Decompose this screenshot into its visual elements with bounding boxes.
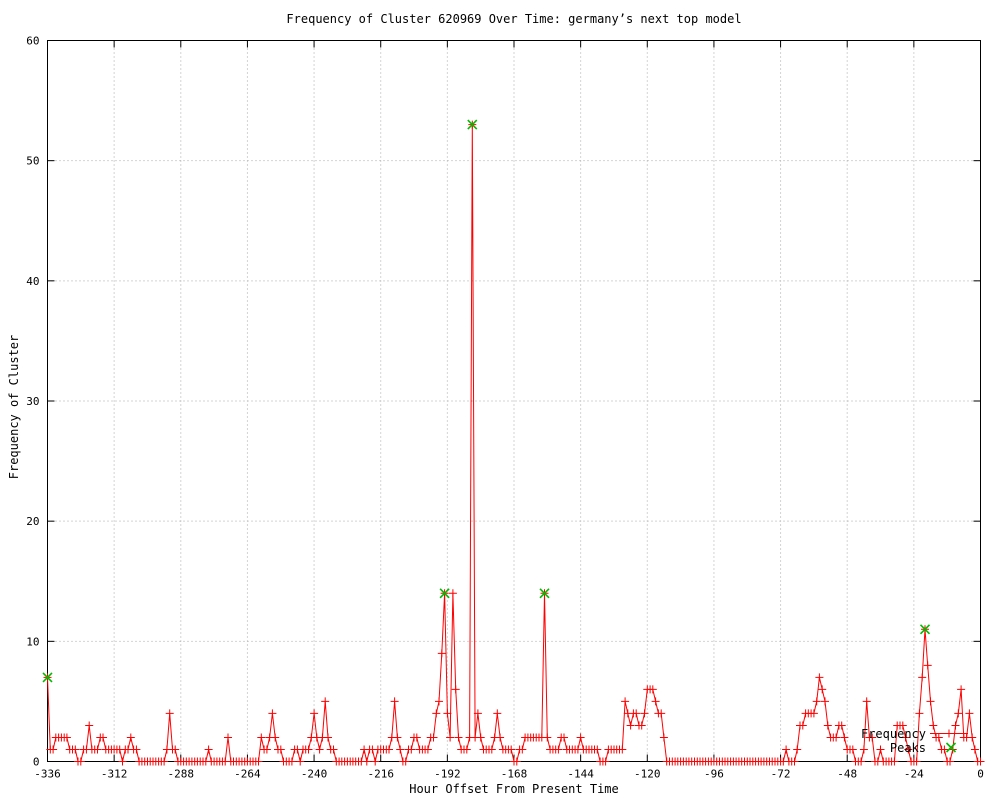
legend-label-peaks: Peaks [889, 741, 926, 755]
svg-text:10: 10 [26, 635, 39, 648]
svg-text:-240: -240 [301, 768, 328, 781]
svg-text:-192: -192 [434, 768, 461, 781]
svg-text:0: 0 [977, 768, 984, 781]
svg-text:20: 20 [26, 515, 39, 528]
axis-ticks [47, 40, 981, 762]
svg-text:40: 40 [26, 275, 39, 288]
svg-text:-144: -144 [567, 768, 594, 781]
legend-samples [930, 729, 968, 753]
svg-text:-336: -336 [34, 768, 61, 781]
svg-text:-168: -168 [501, 768, 528, 781]
x-tick-labels: -336 -312 -288 -264 -240 -216 -192 -168 -144 -120… [34, 768, 984, 781]
y-tick-labels: 0 10 20 30 40 50 60 [26, 35, 39, 769]
svg-text:-120: -120 [634, 768, 661, 781]
svg-text:60: 60 [26, 35, 39, 48]
legend-label-frequency: Frequency [860, 727, 926, 741]
svg-text:-288: -288 [168, 768, 195, 781]
x-axis-label: Hour Offset From Present Time [409, 782, 619, 796]
svg-text:-48: -48 [837, 768, 857, 781]
peak-markers [42, 119, 931, 683]
svg-text:50: 50 [26, 155, 39, 168]
svg-text:-264: -264 [234, 768, 261, 781]
svg-text:-96: -96 [704, 768, 724, 781]
frequency-line [47, 124, 981, 762]
svg-text:-72: -72 [771, 768, 791, 781]
gridlines [47, 40, 981, 762]
svg-text:30: 30 [26, 395, 39, 408]
chart-title: Frequency of Cluster 620969 Over Time: g… [286, 12, 742, 26]
svg-text:0: 0 [33, 756, 40, 769]
svg-text:-24: -24 [904, 768, 924, 781]
svg-text:-312: -312 [101, 768, 128, 781]
svg-text:-216: -216 [367, 768, 394, 781]
